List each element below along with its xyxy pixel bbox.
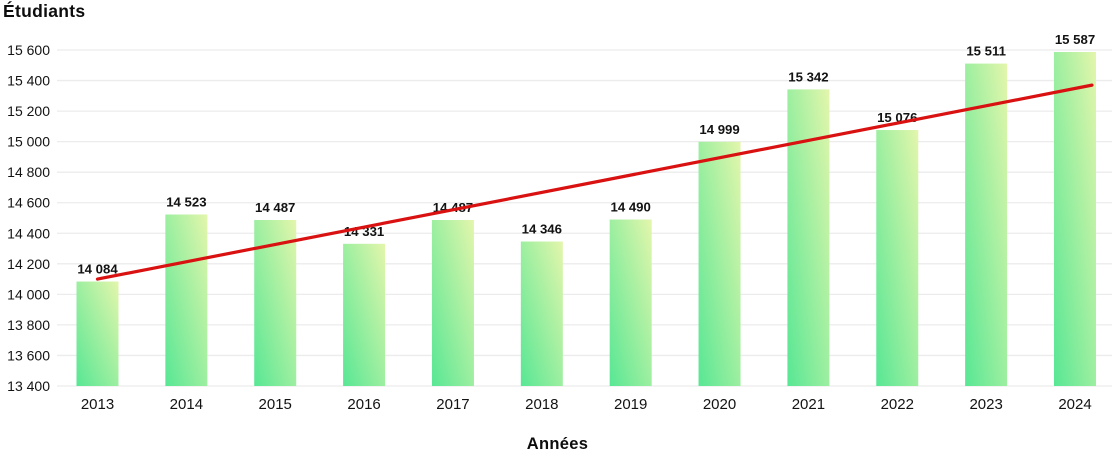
bar-2016 — [343, 243, 386, 386]
y-axis-tick-label: 13 800 — [7, 317, 50, 333]
bar-value-label: 14 084 — [77, 262, 118, 277]
y-axis-tick-label: 15 400 — [7, 73, 50, 89]
y-axis-tick-label: 14 600 — [7, 195, 50, 211]
x-axis-tick-label: 2020 — [703, 396, 736, 413]
bar-2018 — [520, 241, 563, 386]
x-axis-tick-label: 2017 — [436, 396, 469, 413]
bar-2014 — [165, 214, 208, 386]
bar-value-label: 15 342 — [788, 69, 828, 84]
x-axis-tick-label: 2024 — [1058, 396, 1091, 413]
y-axis-tick-label: 15 200 — [7, 103, 50, 119]
bar-2024 — [1054, 51, 1096, 387]
bar-2021 — [787, 89, 830, 387]
y-axis-tick-label: 15 000 — [7, 134, 50, 150]
chart-title: Étudiants — [3, 1, 86, 21]
y-axis-tick-label: 14 000 — [7, 286, 50, 302]
bar-value-label: 14 523 — [166, 194, 206, 209]
y-axis-tick-label: 13 400 — [7, 378, 50, 394]
bar-2017 — [431, 219, 474, 386]
x-axis-tick-label: 2022 — [881, 396, 914, 413]
bar-2019 — [609, 219, 652, 386]
y-axis-tick-label: 14 800 — [7, 164, 50, 180]
x-axis-tick-label: 2016 — [347, 396, 380, 413]
x-axis-tick-label: 2023 — [969, 396, 1002, 413]
bar-value-label: 15 587 — [1055, 32, 1095, 47]
bar-2022 — [876, 130, 919, 386]
x-axis-tick-label: 2021 — [792, 396, 825, 413]
x-axis-tick-label: 2013 — [81, 396, 114, 413]
bar-2023 — [965, 63, 1008, 387]
bar-value-label: 15 511 — [966, 44, 1006, 59]
x-axis-tick-label: 2018 — [525, 396, 558, 413]
trend-line — [95, 83, 1094, 281]
x-axis-tick-label: 2014 — [170, 396, 203, 413]
bar-value-label: 14 346 — [522, 222, 562, 237]
x-axis-tick-label: 2019 — [614, 396, 647, 413]
bar-2013 — [76, 281, 119, 386]
y-axis-tick-label: 15 600 — [7, 42, 50, 58]
bar-2020 — [698, 141, 741, 386]
bar-value-label: 14 999 — [699, 122, 739, 137]
x-axis-tick-label: 2015 — [259, 396, 292, 413]
x-axis-title: Années — [526, 435, 589, 453]
y-axis-tick-label: 14 200 — [7, 256, 50, 272]
y-axis-tick-label: 14 400 — [7, 225, 50, 241]
bar-value-label: 14 487 — [255, 200, 295, 215]
y-axis-tick-label: 13 600 — [7, 347, 50, 363]
bar-value-label: 14 490 — [611, 200, 651, 215]
